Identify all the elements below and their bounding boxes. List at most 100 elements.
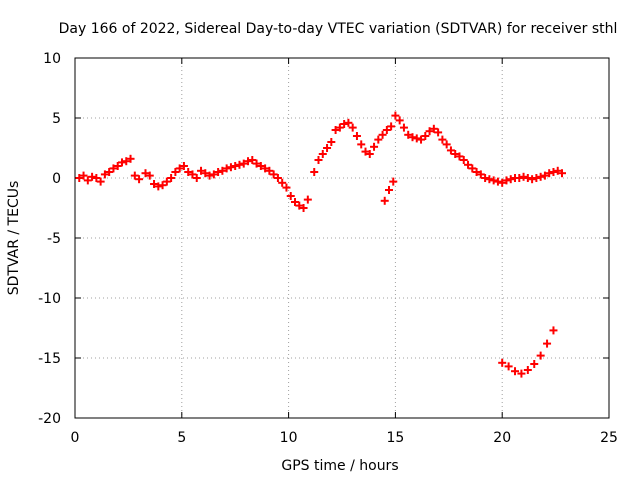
data-point xyxy=(286,192,295,200)
data-point xyxy=(382,126,391,134)
data-point xyxy=(357,140,366,149)
data-point xyxy=(122,157,131,166)
y-tick-label: -15 xyxy=(38,351,61,367)
data-point xyxy=(261,164,270,173)
data-point xyxy=(523,366,532,374)
data-point xyxy=(150,180,159,188)
data-point xyxy=(214,168,223,176)
data-point xyxy=(536,172,545,181)
data-point xyxy=(105,168,114,176)
x-tick-label: 20 xyxy=(493,430,511,446)
data-point xyxy=(278,178,287,187)
data-point xyxy=(549,168,558,176)
data-point xyxy=(248,156,257,164)
data-point xyxy=(446,146,455,155)
data-point xyxy=(361,147,370,156)
data-point xyxy=(192,174,201,182)
data-point xyxy=(331,126,340,134)
plot-frame xyxy=(74,57,610,419)
data-point xyxy=(412,134,421,143)
data-point xyxy=(378,130,387,139)
data-point xyxy=(523,174,532,182)
x-tick-label: 0 xyxy=(71,430,80,446)
data-point xyxy=(158,181,167,190)
data-point xyxy=(205,171,214,180)
data-point xyxy=(218,166,227,175)
chart-title: Day 166 of 2022, Sidereal Day-to-day VTE… xyxy=(59,21,618,37)
data-point xyxy=(340,120,349,128)
data-point xyxy=(314,156,323,164)
data-point xyxy=(282,183,291,192)
data-point xyxy=(141,169,150,178)
data-point xyxy=(226,163,235,172)
x-tick-label: 15 xyxy=(386,430,404,446)
data-point xyxy=(239,159,248,168)
data-point xyxy=(135,175,144,184)
data-point xyxy=(459,156,468,164)
data-point xyxy=(485,175,494,184)
data-point xyxy=(472,168,481,176)
data-point xyxy=(244,157,253,166)
data-point xyxy=(391,111,400,120)
data-point xyxy=(96,177,105,186)
data-point xyxy=(530,360,539,368)
data-point xyxy=(481,174,490,182)
data-point xyxy=(370,142,379,151)
data-point xyxy=(162,177,171,186)
data-point xyxy=(231,162,240,170)
data-point xyxy=(352,132,361,140)
data-point xyxy=(109,164,118,173)
data-point xyxy=(380,196,389,205)
y-tick-label: 0 xyxy=(52,171,61,187)
x-tick-label: 5 xyxy=(177,430,186,446)
data-point xyxy=(455,152,464,161)
y-tick-label: -20 xyxy=(38,411,61,427)
data-point xyxy=(113,162,122,170)
y-tick-label: 5 xyxy=(52,111,61,127)
data-point xyxy=(171,168,180,176)
y-tick-label: 10 xyxy=(43,51,61,67)
data-point xyxy=(387,122,396,131)
data-point xyxy=(442,140,451,149)
ticks: 0 5 10 15 20 25 -20 -15 -10 -5 0 5 10 xyxy=(38,51,618,446)
data-point xyxy=(395,116,404,125)
data-point xyxy=(404,130,413,139)
data-point xyxy=(519,172,528,181)
data-point xyxy=(303,195,312,204)
data-point xyxy=(399,123,408,132)
data-point xyxy=(408,133,417,142)
data-point xyxy=(528,175,537,184)
data-point xyxy=(201,169,210,178)
data-point xyxy=(318,150,327,158)
data-point xyxy=(438,135,447,144)
data-point xyxy=(188,170,197,179)
data-point xyxy=(130,171,139,180)
data-point xyxy=(88,172,97,181)
x-axis-label: GPS time / hours xyxy=(281,458,398,474)
data-point xyxy=(265,166,274,175)
data-point xyxy=(476,170,485,179)
data-point xyxy=(273,174,282,182)
data-point xyxy=(167,174,176,182)
data-point xyxy=(365,150,374,158)
data-point xyxy=(175,164,184,173)
data-point xyxy=(498,358,507,367)
data-point xyxy=(417,135,426,144)
data-point xyxy=(489,176,498,185)
data-point xyxy=(434,128,443,137)
data-point xyxy=(310,168,319,176)
y-axis-label: SDTVAR / TECUs xyxy=(6,181,22,296)
data-point xyxy=(558,169,567,178)
data-point xyxy=(553,166,562,175)
data-point xyxy=(291,198,300,206)
data-point xyxy=(515,174,524,182)
data-point xyxy=(145,171,154,180)
data-point xyxy=(256,162,265,170)
data-point xyxy=(295,201,304,210)
data-point xyxy=(545,169,554,178)
data-point xyxy=(464,160,473,169)
y-tick-label: -5 xyxy=(47,231,61,247)
data-point xyxy=(299,204,308,212)
